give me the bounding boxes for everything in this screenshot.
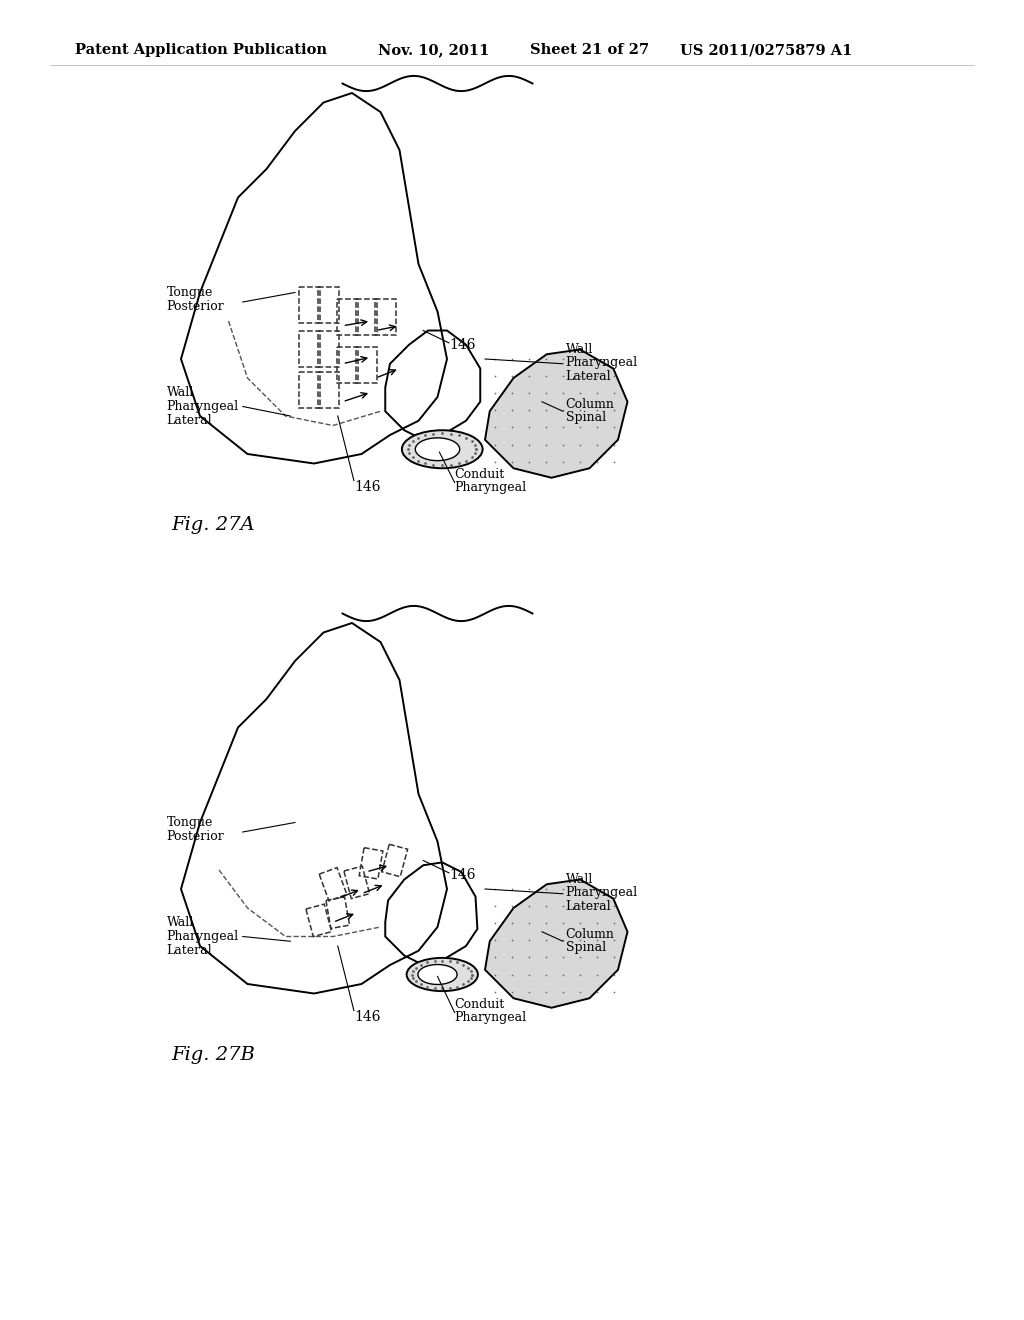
Text: Wall: Wall — [167, 916, 194, 929]
Bar — [337, 347, 357, 383]
Text: Pharyngeal: Pharyngeal — [455, 480, 526, 494]
Text: Lateral: Lateral — [565, 900, 611, 912]
Text: 146: 146 — [449, 867, 475, 882]
Text: Fig. 27A: Fig. 27A — [171, 516, 255, 535]
Text: Lateral: Lateral — [167, 944, 212, 957]
Bar — [317, 286, 339, 323]
Bar — [326, 898, 349, 928]
Text: Tongue: Tongue — [167, 286, 213, 300]
Bar — [299, 372, 319, 408]
Text: Pharyngeal: Pharyngeal — [565, 356, 638, 370]
Text: Posterior: Posterior — [167, 830, 224, 843]
Text: Pharyngeal: Pharyngeal — [565, 886, 638, 899]
Polygon shape — [485, 350, 628, 478]
Text: Wall: Wall — [167, 385, 194, 399]
Bar — [359, 847, 383, 879]
Bar — [382, 845, 408, 876]
Bar — [306, 904, 332, 937]
Bar — [337, 300, 357, 335]
Bar — [299, 330, 319, 367]
Polygon shape — [485, 879, 628, 1007]
Bar — [317, 372, 339, 408]
Text: 146: 146 — [354, 1010, 380, 1024]
Bar — [355, 347, 377, 383]
Text: Posterior: Posterior — [167, 300, 224, 313]
Text: Wall: Wall — [565, 343, 593, 356]
Text: Fig. 27B: Fig. 27B — [171, 1047, 255, 1064]
Text: 146: 146 — [354, 480, 380, 494]
Bar — [375, 300, 395, 335]
Bar — [355, 300, 377, 335]
Text: Tongue: Tongue — [167, 816, 213, 829]
Ellipse shape — [407, 958, 478, 991]
Bar — [319, 867, 347, 900]
Bar — [344, 866, 370, 899]
Text: Column: Column — [565, 399, 614, 411]
Text: Nov. 10, 2011: Nov. 10, 2011 — [378, 44, 489, 57]
Text: 146: 146 — [449, 338, 475, 351]
Text: Wall: Wall — [565, 873, 593, 886]
Text: Pharyngeal: Pharyngeal — [167, 400, 239, 413]
Text: Sheet 21 of 27: Sheet 21 of 27 — [530, 44, 649, 57]
Bar — [317, 330, 339, 367]
Text: Lateral: Lateral — [167, 414, 212, 428]
Text: Spinal: Spinal — [565, 941, 606, 954]
Ellipse shape — [416, 438, 460, 461]
Text: Conduit: Conduit — [455, 469, 505, 482]
Text: Lateral: Lateral — [565, 370, 611, 383]
Text: Spinal: Spinal — [565, 412, 606, 425]
Ellipse shape — [401, 430, 482, 469]
Text: Patent Application Publication: Patent Application Publication — [75, 44, 327, 57]
Ellipse shape — [418, 965, 457, 985]
Text: US 2011/0275879 A1: US 2011/0275879 A1 — [680, 44, 852, 57]
Bar — [299, 286, 319, 323]
Text: Column: Column — [565, 928, 614, 941]
Text: Pharyngeal: Pharyngeal — [167, 931, 239, 942]
Text: Conduit: Conduit — [455, 998, 505, 1011]
Text: Pharyngeal: Pharyngeal — [455, 1011, 526, 1024]
